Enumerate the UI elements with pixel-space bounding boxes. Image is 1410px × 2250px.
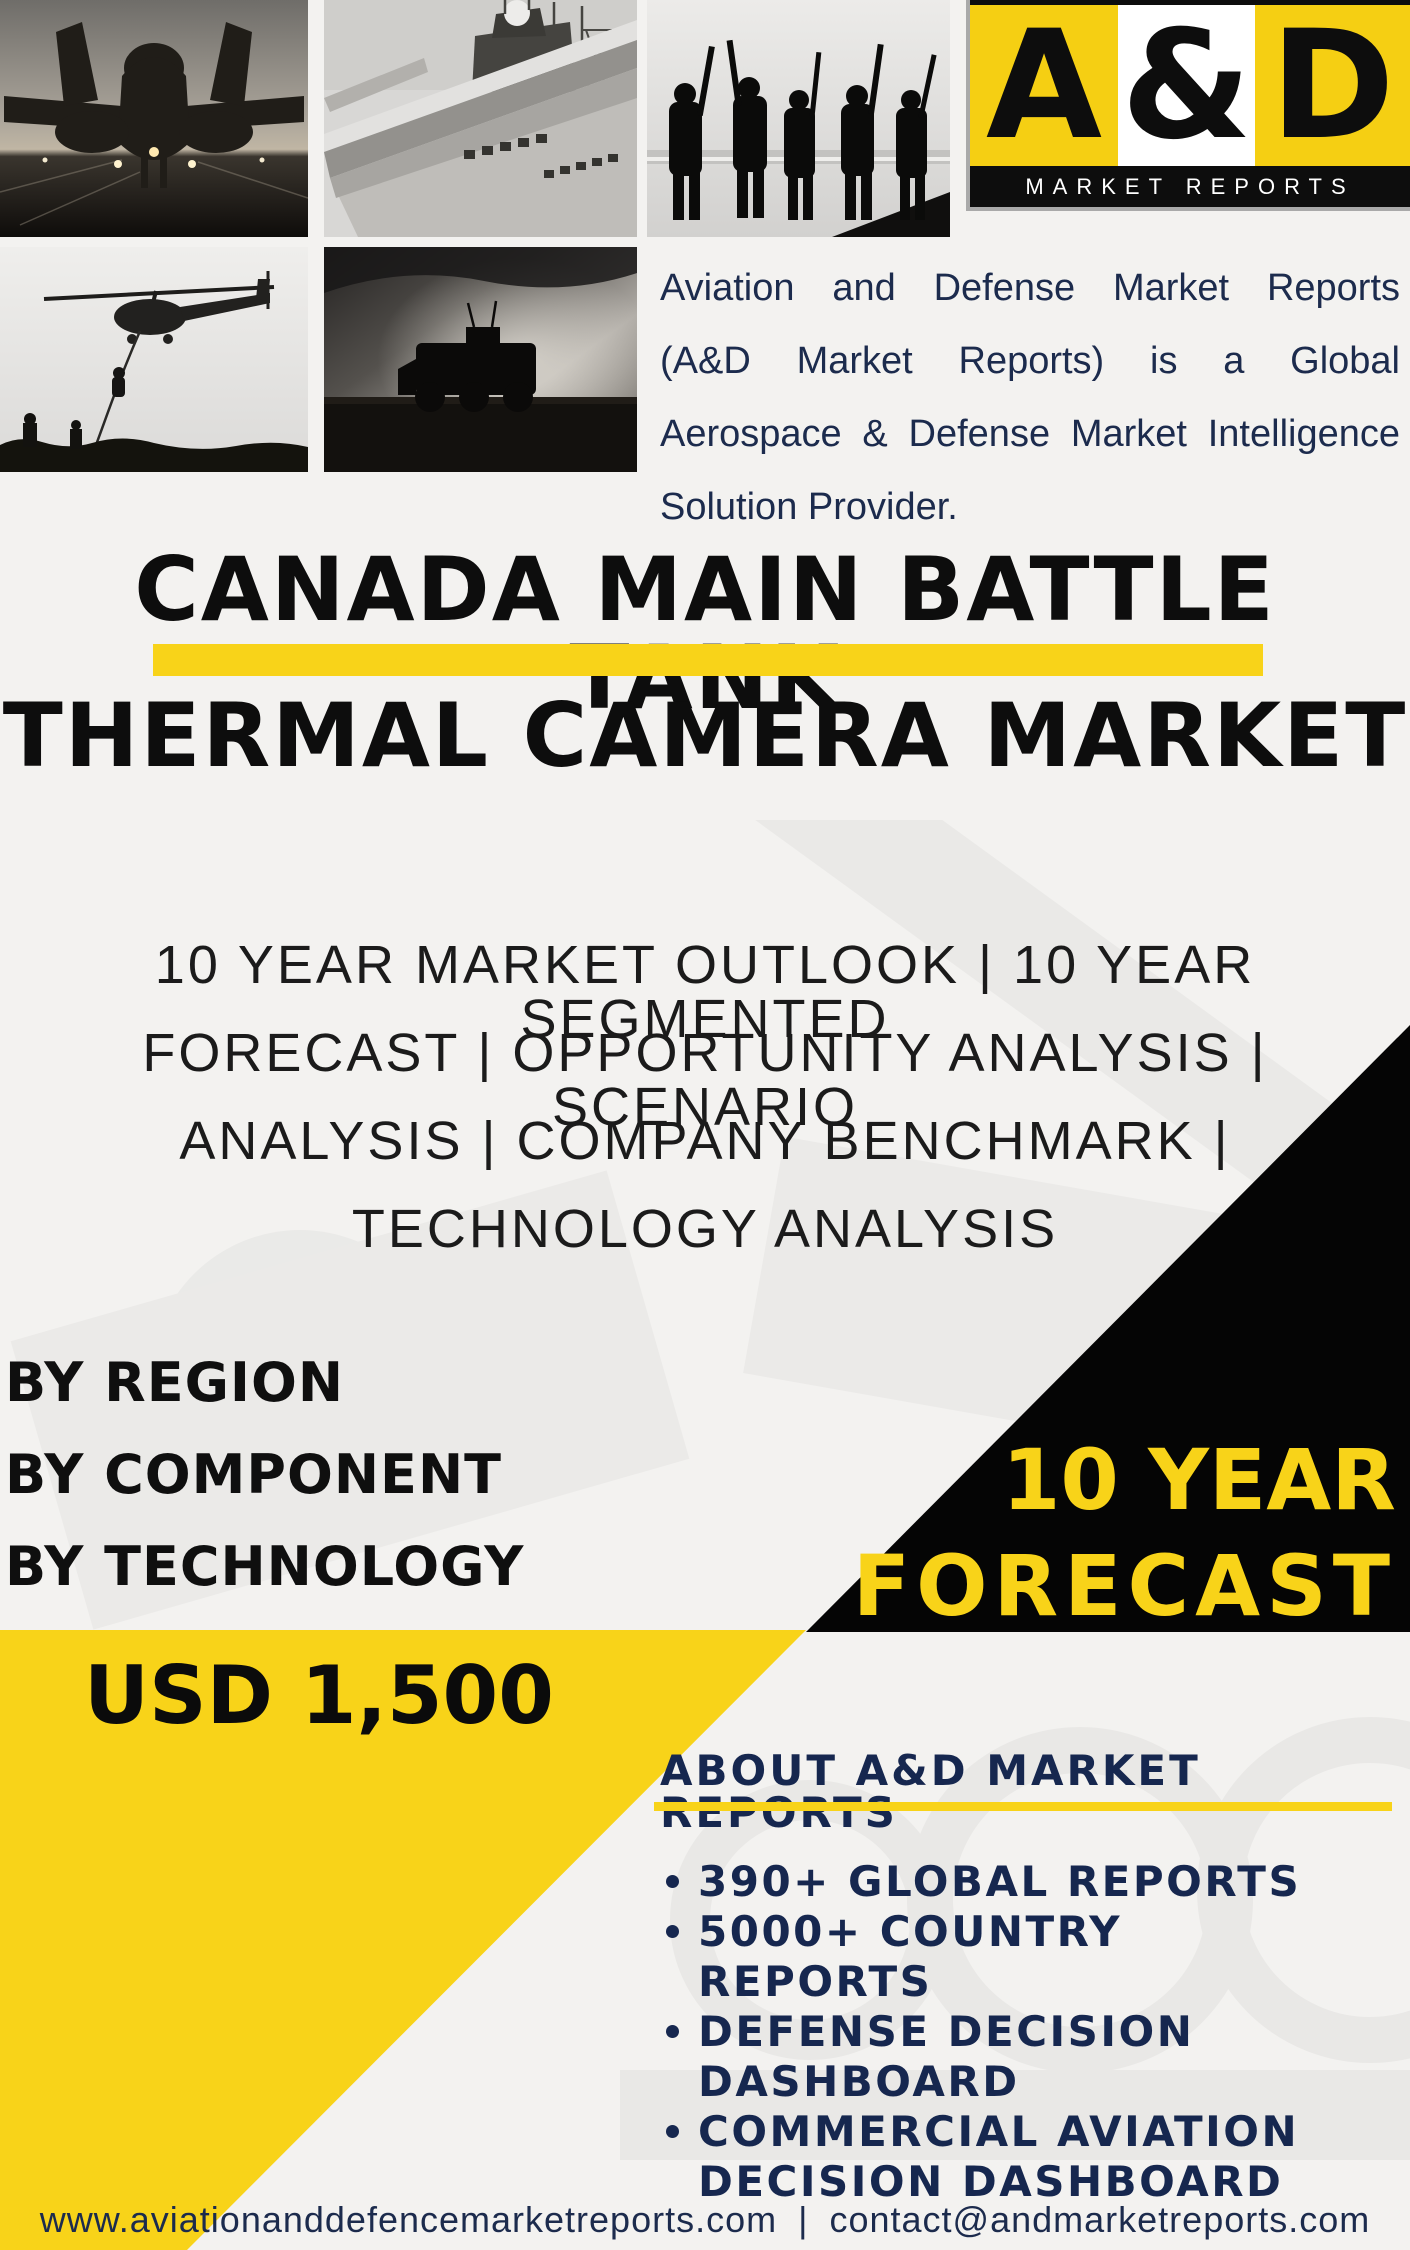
soldiers-silhouette-photo — [647, 0, 950, 237]
about-bullet-commercial-dashboard: COMMERCIAL AVIATION DECISION DASHBOARD — [658, 2107, 1318, 2207]
subtitle-line: 10 YEAR MARKET OUTLOOK | 10 YEAR SEGMENT… — [154, 935, 1256, 1049]
fighter-jet-photo — [0, 0, 308, 237]
footer-website-link[interactable]: www.aviationanddefencemarketreports.com — [39, 2199, 778, 2240]
forecast-badge-line-1: 10 YEAR — [1001, 1431, 1396, 1529]
wheels-watermark-graphic — [620, 1717, 1410, 2160]
report-title-line-2: THERMAL CAMERA MARKET — [2, 684, 1408, 787]
forecast-badge-line-2: FORECAST — [852, 1537, 1396, 1635]
background-wheels-watermark — [560, 1640, 1410, 2200]
subtitle-line: FORECAST | OPPORTUNITY ANALYSIS | SCENAR… — [142, 1023, 1268, 1137]
intro-line: Aerospace & Defense Market Intelligence — [660, 413, 1400, 455]
company-intro: Aviation and Defense Market Reports (A&D… — [660, 252, 1400, 544]
about-heading: ABOUT A&D MARKET REPORTS — [660, 1746, 1201, 1837]
subtitle-line: TECHNOLOGY ANALYSIS — [351, 1199, 1059, 1259]
soldiers-silhouette-graphic — [647, 0, 950, 237]
about-bullet-defense-dashboard: DEFENSE DECISION DASHBOARD — [658, 2007, 1318, 2107]
about-heading-underline — [654, 1802, 1392, 1811]
logo-letter-a: A — [970, 5, 1118, 166]
logo-caption: MARKET REPORTS — [970, 166, 1410, 207]
intro-line: Solution Provider. — [660, 486, 958, 528]
intro-line: Aviation and Defense Market Reports — [660, 267, 1400, 309]
about-bullet-country-reports: 5000+ COUNTRY REPORTS — [658, 1907, 1318, 2007]
segment-by-region: BY REGION — [5, 1351, 345, 1414]
armored-vehicle-graphic — [324, 247, 637, 472]
footer-separator: | — [798, 2199, 809, 2240]
armored-vehicle-photo — [324, 247, 637, 472]
about-bullet-list: 390+ GLOBAL REPORTS 5000+ COUNTRY REPORT… — [658, 1857, 1318, 2207]
segment-by-component: BY COMPONENT — [5, 1443, 502, 1506]
price-text: USD 1,500 — [84, 1649, 554, 1742]
about-bullet-global-reports: 390+ GLOBAL REPORTS — [658, 1857, 1318, 1907]
title-divider-bar — [153, 644, 1263, 676]
brand-logo-inner: A & D MARKET REPORTS — [970, 0, 1410, 207]
logo-ampersand: & — [1118, 5, 1255, 166]
helicopter-graphic — [0, 247, 308, 472]
segment-by-technology: BY TECHNOLOGY — [5, 1535, 525, 1598]
helicopter-fast-rope-photo — [0, 247, 308, 472]
logo-letter-blocks: A & D — [970, 5, 1410, 166]
report-title-line-1: CANADA MAIN BATTLE TANK — [134, 538, 1276, 729]
brand-logo: A & D MARKET REPORTS — [966, 0, 1410, 211]
aircraft-carrier-graphic — [324, 0, 637, 237]
aircraft-carrier-photo — [324, 0, 637, 237]
intro-line: (A&D Market Reports) is a Global — [660, 340, 1400, 382]
logo-letter-d: D — [1255, 5, 1410, 166]
fighter-jet-graphic — [0, 0, 308, 237]
footer-contact-bar: www.aviationanddefencemarketreports.com … — [0, 2202, 1410, 2238]
subtitle-line: ANALYSIS | COMPANY BENCHMARK | — [179, 1111, 1231, 1171]
footer-email-link[interactable]: contact@andmarketreports.com — [829, 2199, 1371, 2240]
